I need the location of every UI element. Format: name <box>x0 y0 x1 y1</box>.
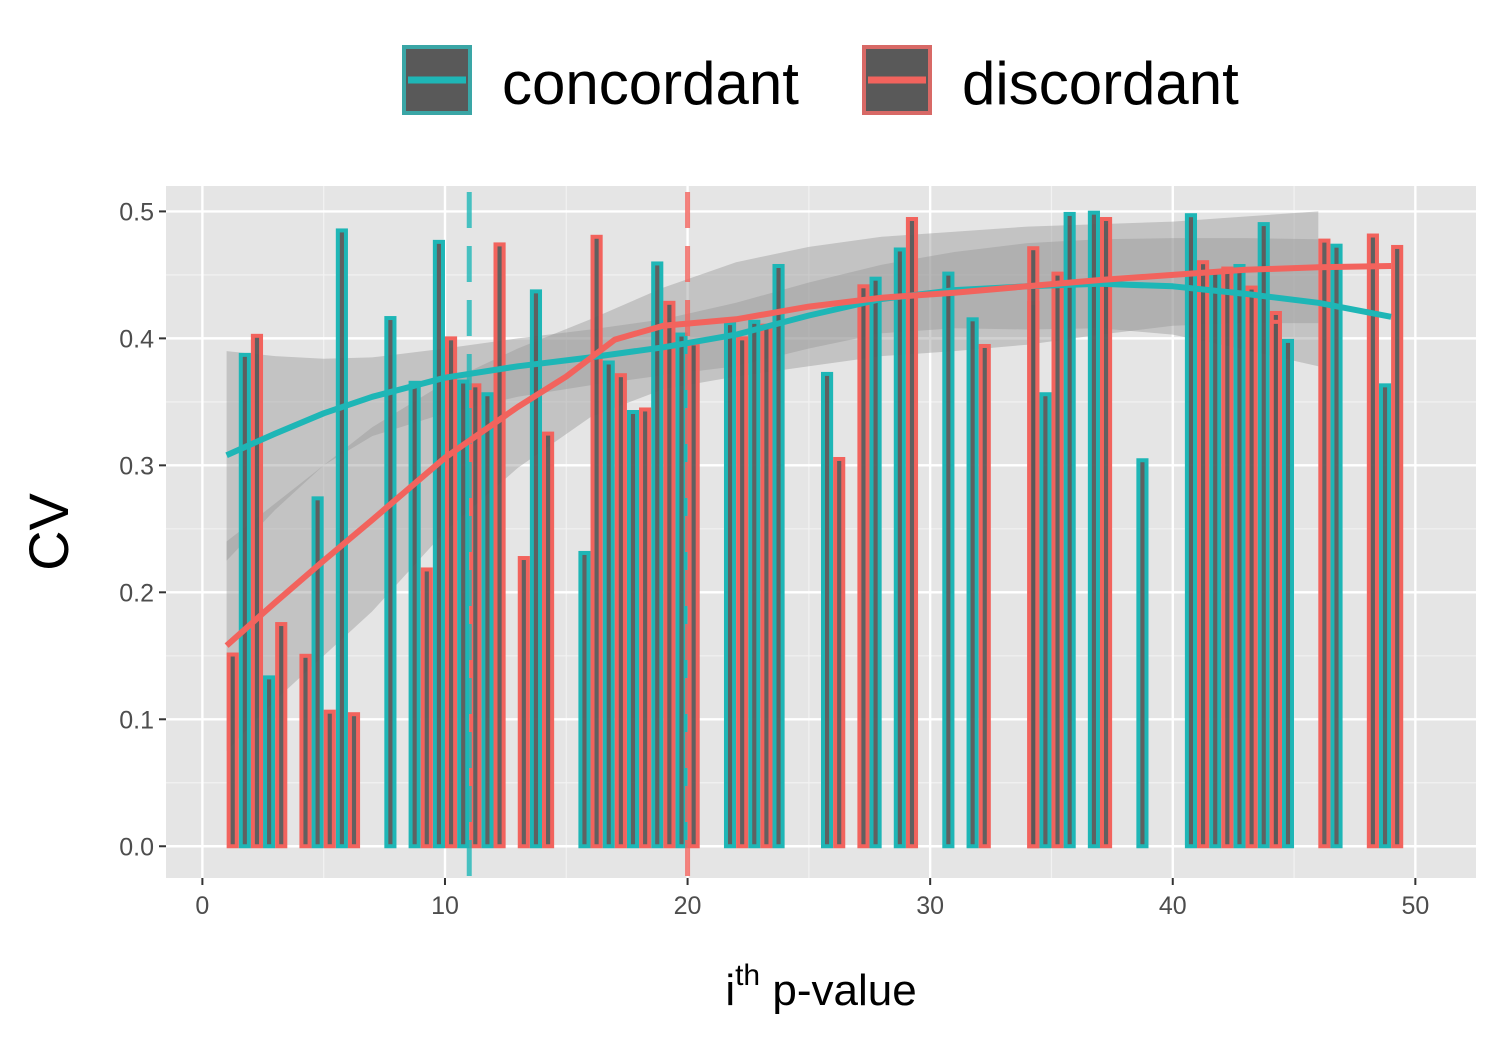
bar-concordant <box>457 379 470 849</box>
bar-discordant <box>347 712 361 849</box>
bar-concordant <box>1233 263 1246 849</box>
bar-discordant <box>420 567 433 849</box>
plot-panel <box>166 186 1476 878</box>
legend-label-discordant: discordant <box>962 50 1239 117</box>
y-tick-label: 0.4 <box>119 325 154 353</box>
bar-discordant <box>857 284 870 849</box>
bar-concordant <box>893 247 906 849</box>
bar-discordant <box>736 336 749 849</box>
bar-concordant <box>602 360 615 849</box>
bar-discordant <box>299 653 312 849</box>
bar-discordant <box>663 300 676 849</box>
bar-discordant <box>542 431 555 849</box>
bars <box>226 210 1404 849</box>
x-tick-label: 10 <box>431 892 459 920</box>
x-tick-label: 30 <box>916 892 944 920</box>
bar-concordant <box>626 410 640 849</box>
confidence-band-concordant <box>226 238 1319 561</box>
bar-concordant <box>481 392 494 849</box>
legend: concordant discordant <box>402 45 1239 117</box>
bar-discordant <box>978 343 991 849</box>
bar-concordant <box>1087 210 1100 849</box>
threshold-lines <box>466 192 691 878</box>
bar-concordant <box>408 380 421 849</box>
x-tick-label: 0 <box>195 892 209 920</box>
bar-discordant <box>687 341 700 849</box>
y-tick-label: 0.5 <box>119 198 154 226</box>
bar-discordant <box>590 234 603 849</box>
bar-concordant <box>869 276 882 849</box>
bar-concordant <box>748 319 761 849</box>
bar-concordant <box>1039 392 1052 849</box>
y-axis-title: CV <box>17 492 80 570</box>
bar-concordant <box>432 239 445 849</box>
bar-discordant <box>905 217 919 849</box>
bar-discordant <box>1391 244 1404 849</box>
bar-discordant <box>1027 246 1040 849</box>
x-axis-title-base: i <box>725 966 735 1015</box>
bar-concordant <box>238 352 251 849</box>
bar-concordant <box>1257 222 1270 849</box>
bar-discordant <box>1245 285 1258 849</box>
bar-discordant <box>639 407 652 849</box>
bar-discordant <box>1197 260 1210 849</box>
grid-minor <box>166 186 1476 878</box>
x-axis-title-sup: th <box>735 959 760 992</box>
smooth-line-concordant <box>225 280 1392 458</box>
bar-concordant <box>1281 338 1295 849</box>
y-tick-label: 0.1 <box>119 706 154 734</box>
bar-discordant <box>493 242 506 849</box>
y-tick-label: 0.0 <box>119 833 154 861</box>
x-tick-label: 20 <box>674 892 702 920</box>
axes: 0 10 20 30 40 50 0.0 0.1 0.2 0.3 0.4 0.5 <box>119 198 1429 920</box>
bar-concordant <box>311 496 324 849</box>
bar-concordant <box>723 321 737 849</box>
bar-concordant <box>1063 211 1076 849</box>
x-axis-title: ith p-value <box>725 959 916 1015</box>
y-tick-label: 0.2 <box>119 579 154 607</box>
bar-concordant <box>529 289 543 849</box>
bar-discordant <box>275 622 288 849</box>
bar-discordant <box>1051 271 1064 849</box>
bar-concordant <box>675 332 688 849</box>
smooth-line-discordant <box>224 263 1392 648</box>
bar-discordant <box>833 456 846 849</box>
bar-discordant <box>1366 233 1379 849</box>
x-tick-label: 40 <box>1159 892 1187 920</box>
bar-concordant <box>335 228 348 849</box>
smooth-lines <box>224 263 1392 648</box>
bar-concordant <box>651 261 664 849</box>
y-tick-label: 0.3 <box>119 452 154 480</box>
bar-discordant <box>614 373 627 849</box>
bar-concordant <box>578 550 591 849</box>
bar-discordant <box>250 333 264 849</box>
legend-label-concordant: concordant <box>502 50 799 117</box>
x-axis-title-rest: p-value <box>760 966 917 1015</box>
bar-discordant <box>1221 266 1234 849</box>
bar-discordant <box>444 336 458 849</box>
bar-discordant <box>1099 217 1113 849</box>
bar-concordant <box>772 263 785 849</box>
bar-concordant <box>1136 458 1149 849</box>
bar-concordant <box>966 317 979 849</box>
bar-discordant <box>469 383 482 849</box>
bar-concordant <box>942 271 955 849</box>
x-tick-label: 50 <box>1401 892 1429 920</box>
bar-concordant <box>821 371 834 849</box>
bar-discordant <box>1269 319 1282 849</box>
bar-discordant <box>1318 238 1331 849</box>
bar-discordant <box>323 709 336 849</box>
bar-concordant <box>1184 213 1198 849</box>
bar-concordant <box>1330 243 1343 849</box>
bar-discordant <box>517 556 530 849</box>
bar-concordant <box>263 675 276 849</box>
bar-discordant <box>226 652 239 849</box>
bar-concordant <box>1378 383 1392 849</box>
bar-discordant <box>760 323 773 849</box>
bar-concordant <box>384 316 397 849</box>
bar-concordant <box>1209 270 1222 849</box>
